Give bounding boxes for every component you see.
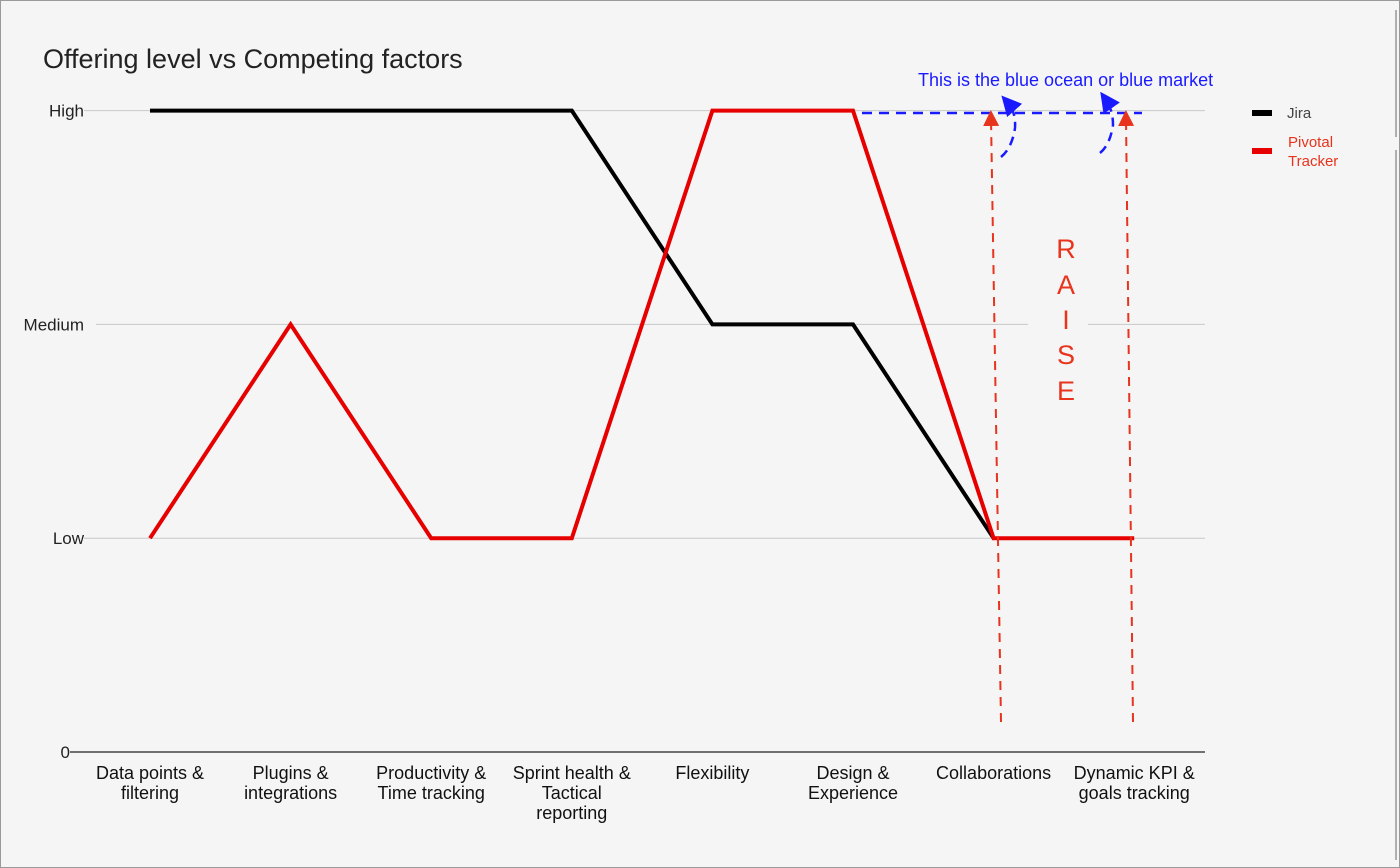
y-axis-ticks: 0 Low Medium High xyxy=(24,102,85,762)
blue-curved-arrow xyxy=(1099,91,1120,154)
x-tick-label: Sprint health & xyxy=(513,763,631,783)
chart-title: Offering level vs Competing factors xyxy=(43,44,463,74)
x-tick-label: integrations xyxy=(244,783,337,803)
raise-letter: A xyxy=(1057,270,1075,300)
legend-swatch-jira xyxy=(1252,110,1272,116)
x-tick-label: Tactical xyxy=(542,783,602,803)
x-tick-label: filtering xyxy=(121,783,179,803)
raise-arrow-kpi xyxy=(1118,110,1135,723)
raise-letter: I xyxy=(1062,305,1070,335)
y-tick-label: Medium xyxy=(24,315,84,334)
legend: Jira Pivotal Tracker xyxy=(1252,10,1397,860)
x-tick-label: Collaborations xyxy=(936,763,1051,783)
x-tick-label: reporting xyxy=(536,803,607,823)
x-tick-label: Time tracking xyxy=(378,783,485,803)
x-tick-label: Flexibility xyxy=(675,763,749,783)
legend-label-pivotal-tracker: Pivotal xyxy=(1288,134,1333,151)
legend-swatch-pivotal-tracker xyxy=(1252,148,1272,154)
legend-label-jira: Jira xyxy=(1287,105,1312,122)
y-tick-label: 0 xyxy=(61,743,70,762)
series-line-jira xyxy=(150,108,996,540)
gridlines xyxy=(70,110,1205,753)
x-tick-label: Productivity & xyxy=(376,763,486,783)
raise-letter: E xyxy=(1057,376,1075,406)
x-tick-label: goals tracking xyxy=(1079,783,1190,803)
x-tick-label: Design & xyxy=(816,763,889,783)
raise-arrow-collaborations xyxy=(983,110,1002,723)
legend-label-pivotal-tracker: Tracker xyxy=(1288,153,1338,170)
series-line-pivotal-tracker xyxy=(148,108,1135,541)
x-tick-label: Data points & xyxy=(96,763,204,783)
annotations: This is the blue ocean or blue market RAI… xyxy=(862,70,1213,723)
blue-ocean-label: This is the blue ocean or blue market xyxy=(918,70,1213,90)
x-tick-label: Dynamic KPI & xyxy=(1074,763,1195,783)
raise-letter: R xyxy=(1056,234,1076,264)
blue-curved-arrow xyxy=(1000,95,1023,158)
x-axis-ticks: Data points &filtering Plugins &integrati… xyxy=(96,763,1195,823)
y-tick-label: Low xyxy=(53,529,85,548)
raise-letter: S xyxy=(1057,340,1075,370)
x-tick-label: Plugins & xyxy=(253,763,329,783)
x-tick-label: Experience xyxy=(808,783,898,803)
series-lines xyxy=(148,108,1135,541)
y-tick-label: High xyxy=(49,102,84,121)
